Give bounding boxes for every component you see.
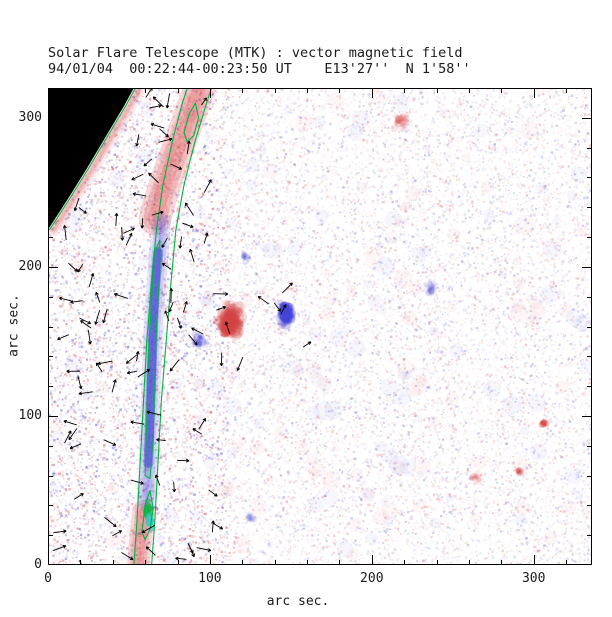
y-tick-label: 200 [18, 258, 42, 274]
chart-subtitle: 94/01/04 00:22:44-00:23:50 UT E13'27'' N… [48, 61, 471, 77]
x-tick-label: 200 [360, 571, 384, 586]
x-tick-label: 0 [44, 571, 52, 586]
x-axis-label: arc sec. [266, 594, 330, 609]
x-tick-label: 100 [198, 571, 222, 586]
chart-title: Solar Flare Telescope (MTK) : vector mag… [48, 45, 463, 61]
x-tick-label: 300 [521, 571, 546, 586]
y-tick-label: 300 [18, 109, 42, 125]
y-axis-label: arc sec. [6, 294, 22, 357]
y-tick-label: 100 [18, 407, 42, 423]
magnetogram-canvas [48, 88, 592, 565]
y-tick-label: 0 [34, 557, 42, 572]
